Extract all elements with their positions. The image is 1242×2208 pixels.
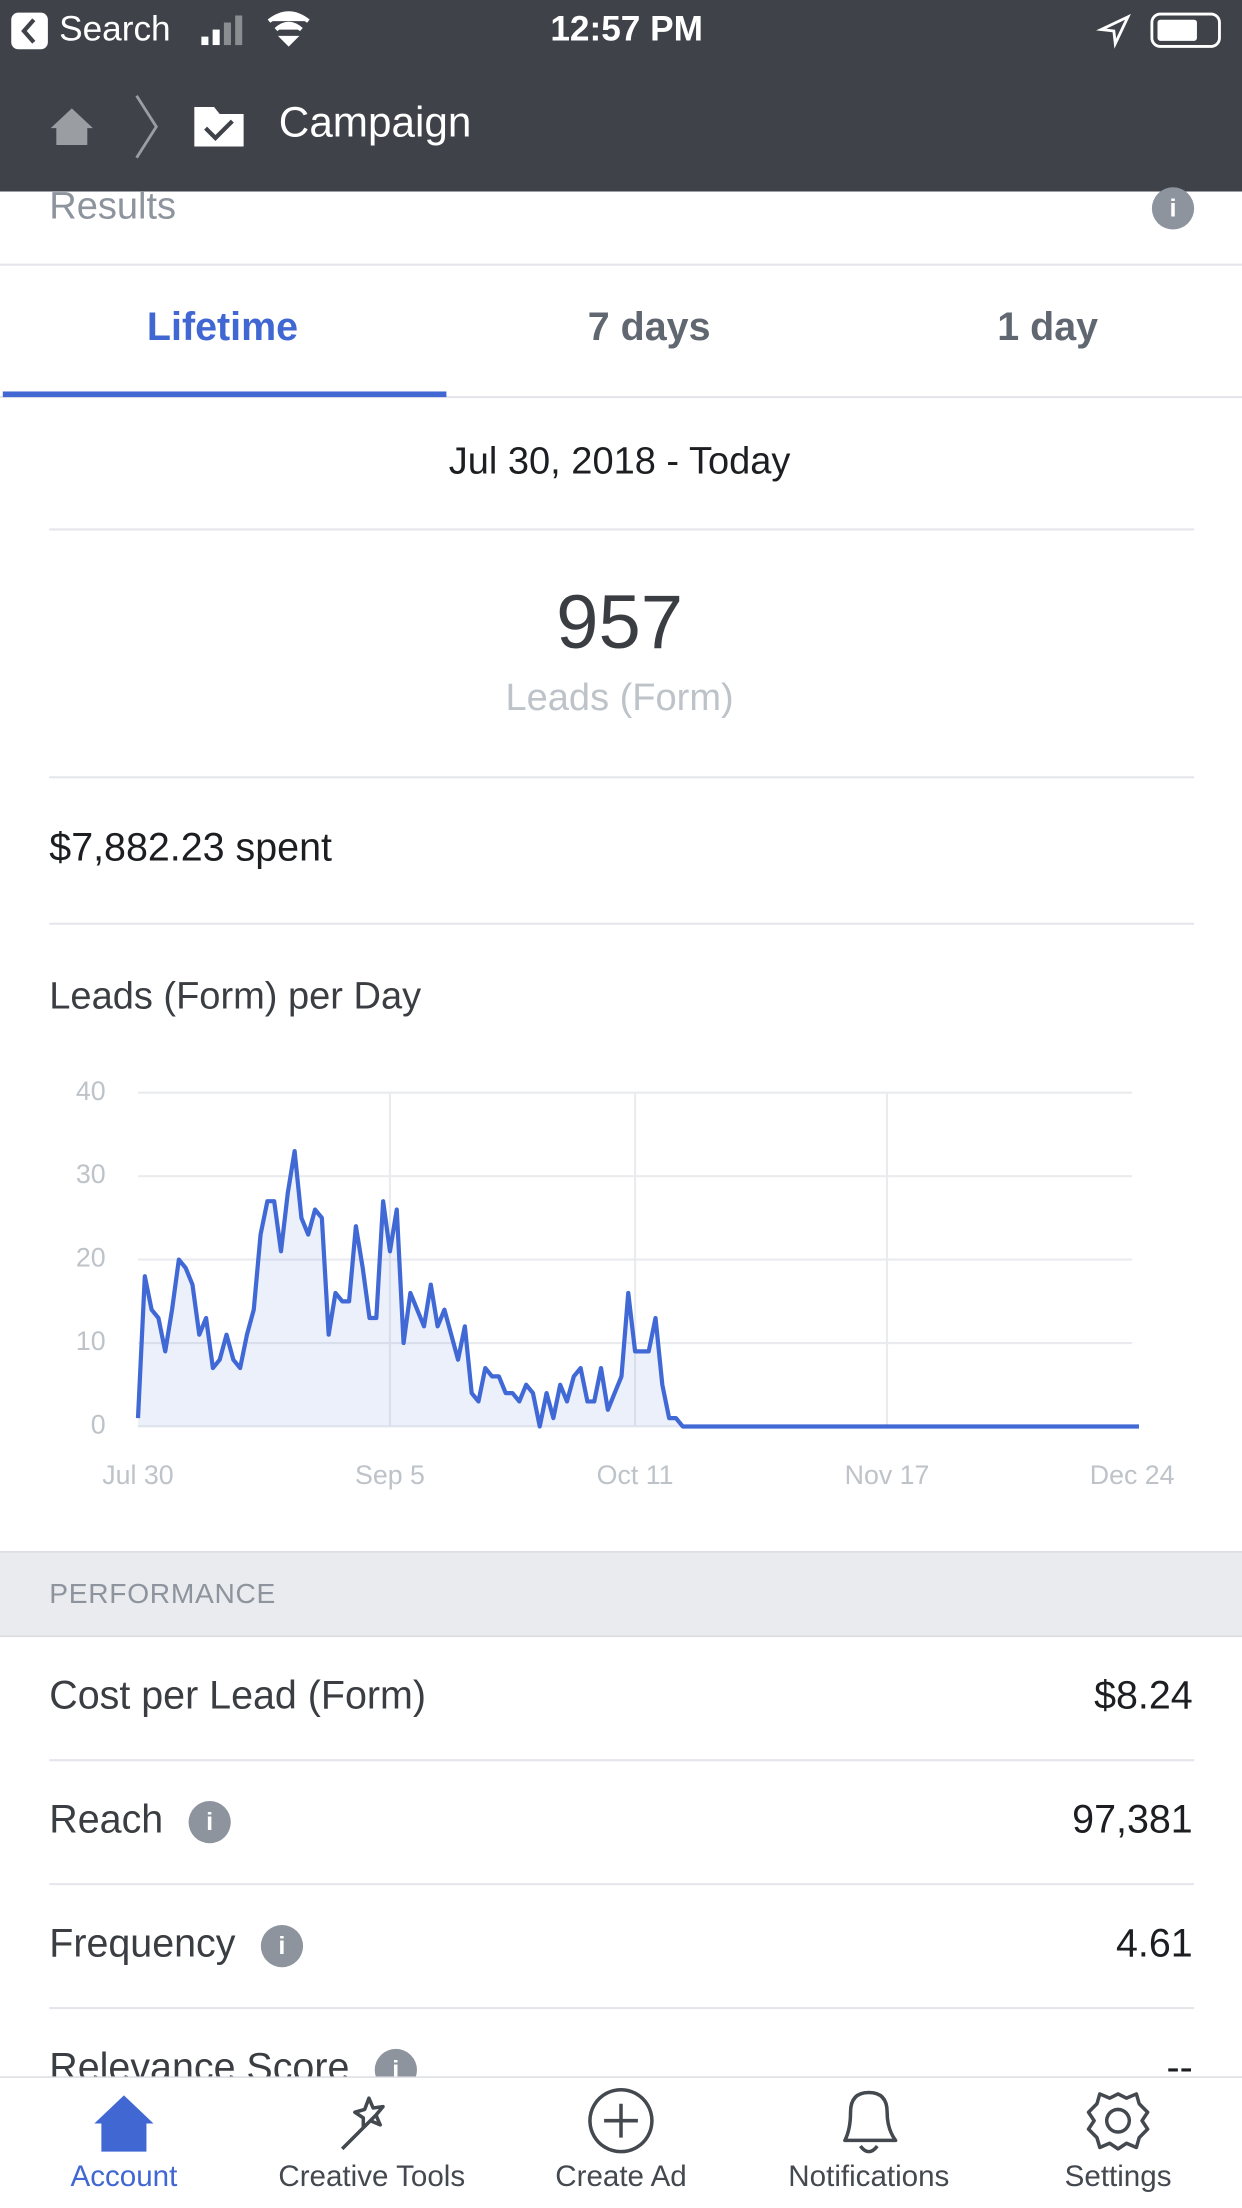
performance-list: Cost per Lead (Form) $8.24 Reach 97,381 i Fre… <box>49 1674 1195 2134</box>
info-icon[interactable] <box>1151 187 1195 230</box>
info-icon[interactable] <box>260 1924 304 1968</box>
tab-icon[interactable] <box>843 2090 898 2154</box>
x-tick-label: Nov 17 <box>845 1460 930 1490</box>
row-label: Cost per Lead (Form) <box>49 1674 426 1718</box>
section-title: Results <box>49 185 176 227</box>
row-value: 97,381 <box>1072 1798 1193 1842</box>
section-band <box>0 1551 1242 1637</box>
info-glyph: i <box>278 1932 285 1960</box>
breadcrumb-separator <box>135 94 158 159</box>
tab-label[interactable]: 7 days <box>588 305 711 349</box>
row-value: 4.61 <box>1116 1921 1193 1965</box>
location-icon <box>1096 13 1131 49</box>
row-label: Reach <box>49 1798 163 1842</box>
row-label: Frequency <box>49 1921 235 1965</box>
summary-value: 957 <box>556 580 683 665</box>
tab-bar-items: Account Creative Tools Create Ad Notificati… <box>71 2087 1172 2193</box>
spent-amount: $7,882.23 <box>49 826 224 870</box>
y-tick-label: 10 <box>76 1326 106 1356</box>
area <box>138 1151 1139 1427</box>
y-tick-label: 20 <box>76 1243 106 1273</box>
x-tick-label: Sep 5 <box>355 1460 425 1490</box>
folder-check <box>204 119 234 141</box>
tab-bar-label[interactable]: Notifications <box>788 2160 949 2193</box>
tab-bar-label[interactable]: Creative Tools <box>278 2160 465 2193</box>
back-icon[interactable] <box>11 12 48 50</box>
tab-bar-label[interactable]: Account <box>71 2160 178 2193</box>
folder-icon <box>194 107 244 147</box>
tab-label[interactable]: Lifetime <box>147 305 298 349</box>
y-tick-label: 0 <box>91 1410 106 1440</box>
x-tick-label: Jul 30 <box>102 1460 173 1490</box>
info-glyph: i <box>206 1808 213 1836</box>
tab-bar-label[interactable]: Create Ad <box>555 2160 686 2193</box>
info-glyph: i <box>392 2056 399 2084</box>
back-label[interactable]: Search <box>59 9 170 48</box>
spent-suffix: spent <box>236 826 332 870</box>
battery-level <box>1157 19 1197 41</box>
nav-title: Campaign <box>279 98 472 145</box>
signal-icon <box>201 15 243 46</box>
x-tick-label: Dec 24 <box>1090 1460 1175 1490</box>
tab-bar-label[interactable]: Settings <box>1065 2160 1172 2193</box>
line <box>135 1149 1139 1429</box>
performance-heading: PERFORMANCE <box>49 1578 276 1609</box>
tab-icon[interactable] <box>588 2087 654 2154</box>
clock: 12:57 PM <box>550 9 703 48</box>
info-icon[interactable] <box>188 1801 231 1844</box>
wifi-icon <box>267 11 310 47</box>
y-tick-label: 40 <box>76 1076 106 1106</box>
chart-title: Leads (Form) per Day <box>49 975 421 1017</box>
header-bg <box>0 0 1242 192</box>
tab-indicator <box>2 391 447 398</box>
summary-label: Leads (Form) <box>506 677 734 719</box>
tab-bar <box>0 2077 1242 2208</box>
tab-icon[interactable] <box>1086 2092 1150 2151</box>
back-chevron <box>21 18 36 44</box>
spent: $7,882.23 spent <box>49 826 332 870</box>
battery-icon <box>1150 12 1221 48</box>
row-value: $8.24 <box>1094 1674 1193 1718</box>
info-glyph: i <box>1169 195 1176 223</box>
tab-icon[interactable] <box>340 2096 385 2151</box>
tab-icon[interactable] <box>94 2095 154 2152</box>
date-range[interactable]: Jul 30, 2018 - Today <box>449 440 791 482</box>
y-tick-label: 30 <box>76 1159 106 1189</box>
home-icon[interactable] <box>50 108 93 146</box>
tab-label[interactable]: 1 day <box>997 305 1098 349</box>
x-tick-label: Oct 11 <box>597 1460 674 1490</box>
